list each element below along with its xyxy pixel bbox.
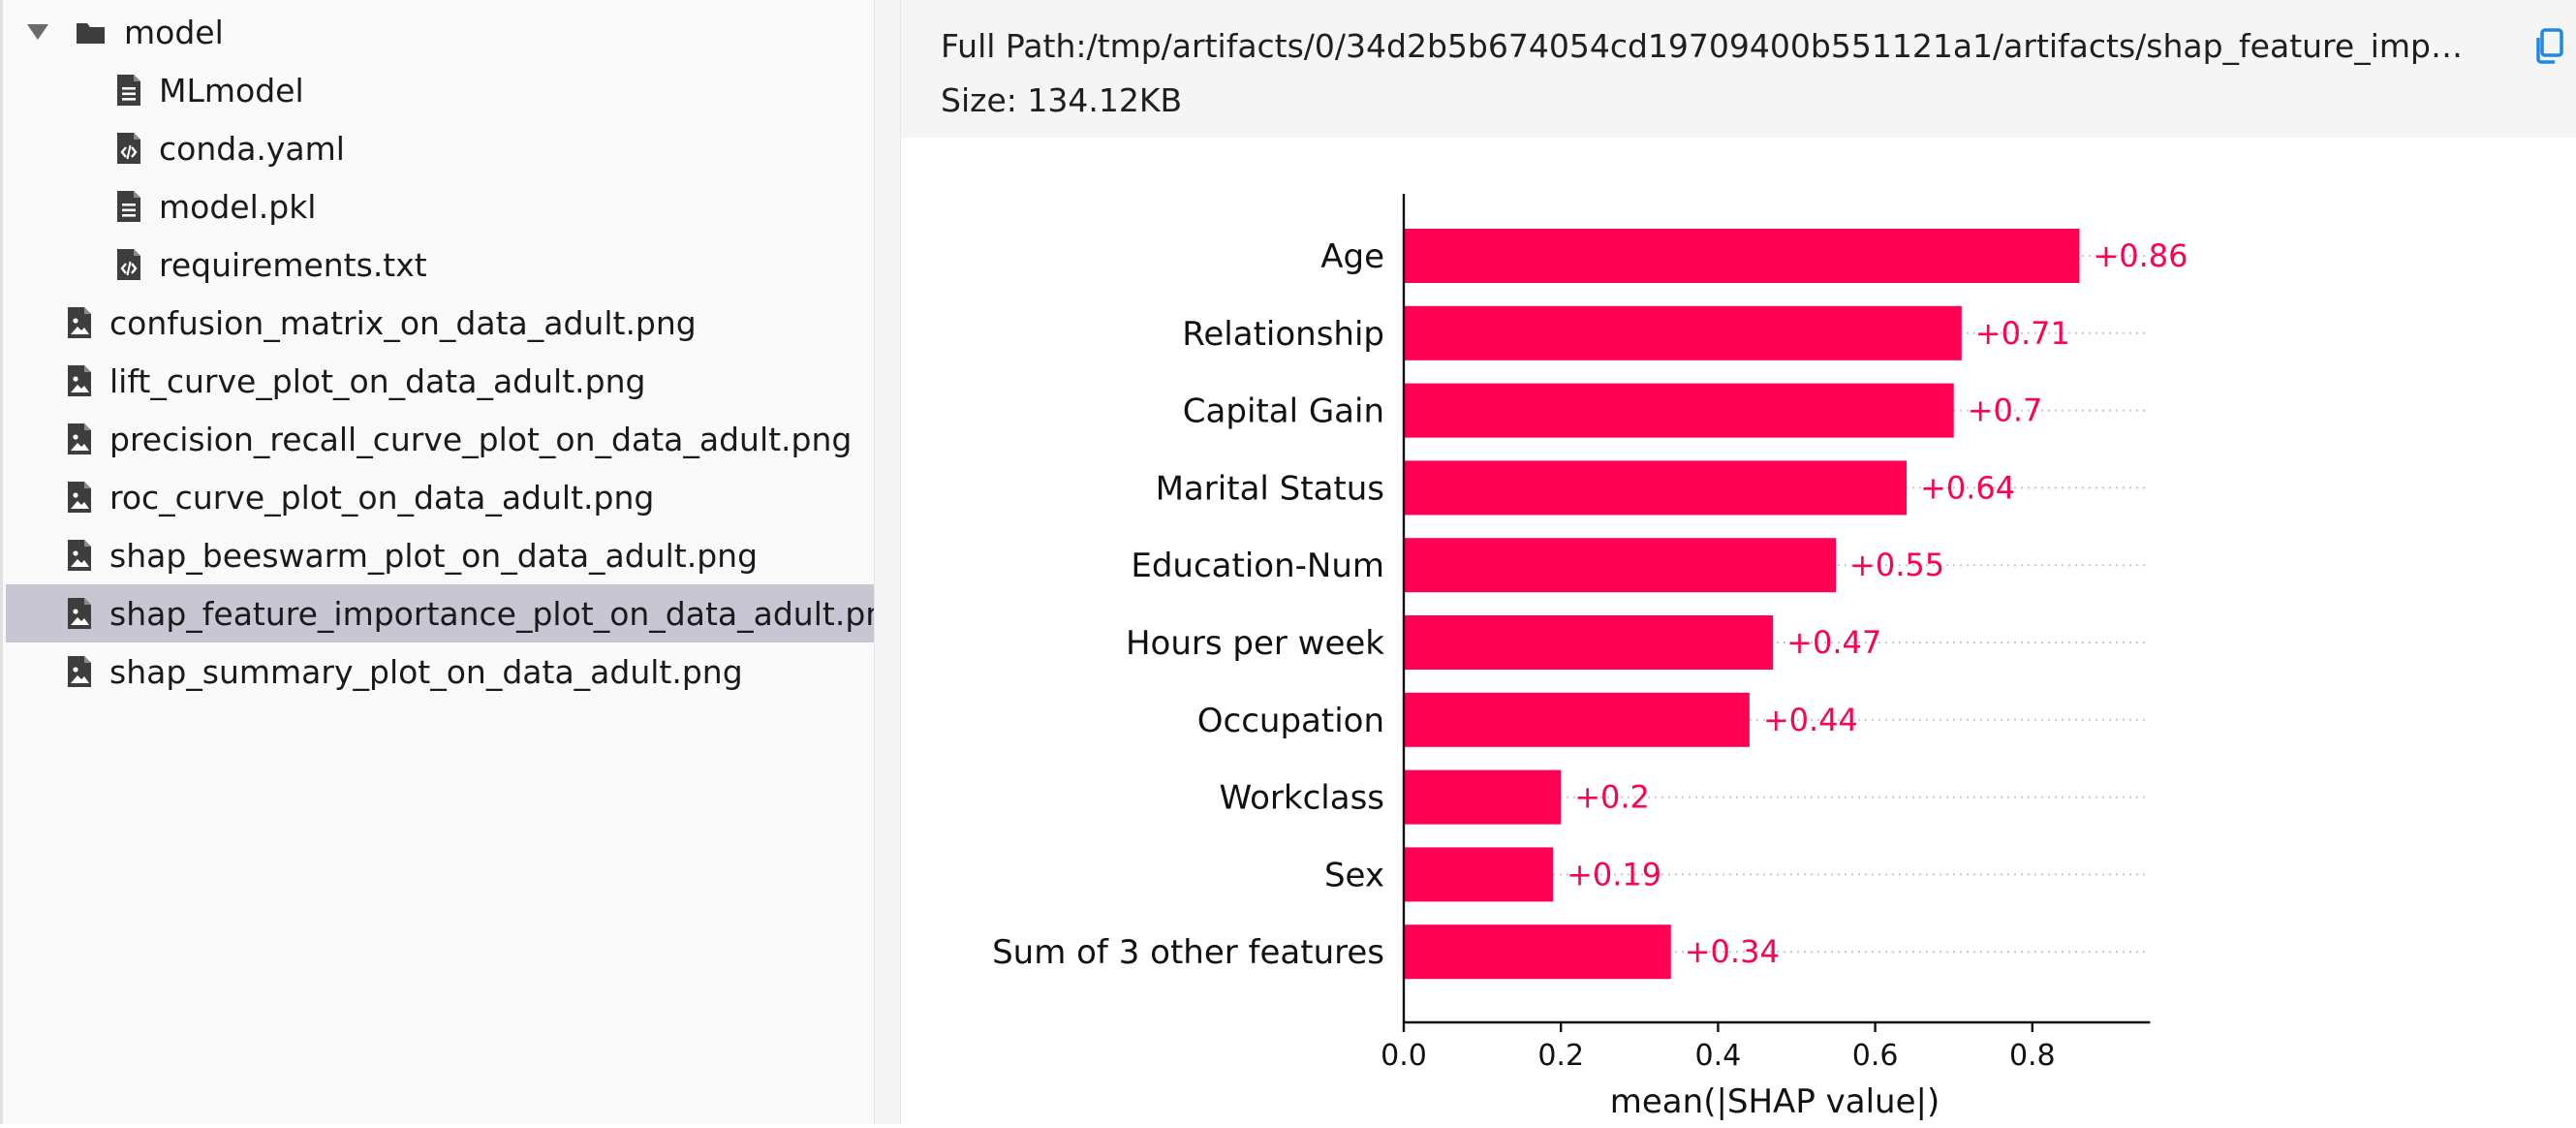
tree-file-item[interactable]: conda.yaml [6,119,877,177]
data-label: +0.86 [2093,237,2188,274]
category-label: Relationship [1182,315,1384,354]
image-file-icon [65,363,94,398]
category-label: Sum of 3 other features [992,933,1384,972]
image-file-icon [65,654,94,689]
tree-item-label: roc_curve_plot_on_data_adult.png [109,478,655,517]
category-label: Capital Gain [1183,392,1384,431]
copy-icon [2536,28,2563,64]
tree-resize-gutter[interactable] [874,0,901,1124]
bar [1404,769,1562,825]
bar [1404,383,1954,438]
artifact-info-header: Full Path:/tmp/artifacts/0/34d2b5b674054… [901,0,2576,138]
bar [1404,305,1962,360]
category-label: Workclass [1220,779,1385,818]
x-tick-label: 0.0 [1381,1039,1427,1073]
tree-item-label: conda.yaml [159,129,345,168]
chevron-down-icon[interactable] [27,24,48,40]
bar [1404,615,1774,670]
data-label: +0.47 [1786,624,1881,661]
image-file-icon [65,480,94,515]
tree-file-item[interactable]: precision_recall_curve_plot_on_data_adul… [6,410,877,468]
tree-file-item[interactable]: shap_beeswarm_plot_on_data_adult.png [6,526,877,584]
x-tick-label: 0.4 [1695,1039,1742,1073]
x-tick-label: 0.8 [2009,1039,2056,1073]
shap-feature-importance-chart: Age +0.86 Relationship +0.71 Capital Gain +0.… [992,194,2188,1121]
tree-item-label: shap_beeswarm_plot_on_data_adult.png [109,536,759,575]
data-label: +0.44 [1763,702,1858,738]
tree-item-label: model.pkl [159,187,317,226]
data-label: +0.34 [1685,933,1780,970]
text-file-icon [114,189,143,224]
artifact-preview-panel: Full Path:/tmp/artifacts/0/34d2b5b674054… [901,0,2576,1124]
code-file-icon [114,247,143,282]
bar [1404,460,1908,516]
category-label: Hours per week [1126,624,1384,663]
tree-item-label: shap_summary_plot_on_data_adult.png [109,652,743,691]
bar [1404,924,1671,980]
data-label: +0.2 [1574,779,1650,816]
copy-path-button[interactable] [2533,27,2568,66]
image-file-icon [65,422,94,456]
data-label: +0.71 [1975,315,2070,352]
tree-item-label: lift_curve_plot_on_data_adult.png [109,361,646,400]
tree-file-item[interactable]: roc_curve_plot_on_data_adult.png [6,468,877,526]
data-label: +0.19 [1567,856,1661,893]
data-label: +0.55 [1849,547,1944,583]
bar [1404,538,1837,593]
bar [1404,847,1554,902]
artifact-image-preview: Age +0.86 Relationship +0.71 Capital Gain +0.… [901,138,2576,1124]
tree-item-label: confusion_matrix_on_data_adult.png [109,303,697,342]
tree-item-label: requirements.txt [159,245,427,284]
category-label: Marital Status [1156,469,1384,508]
tree-item-label: precision_recall_curve_plot_on_data_adul… [109,420,853,458]
text-file-icon [114,73,143,108]
category-label: Age [1320,237,1384,276]
tree-file-item[interactable]: model.pkl [6,177,877,235]
tree-file-item[interactable]: MLmodel [6,61,877,119]
x-tick-label: 0.6 [1852,1039,1899,1073]
artifact-size: Size: 134.12KB [941,81,1183,119]
data-label: +0.7 [1968,392,2043,429]
tree-file-item[interactable]: shap_feature_importance_plot_on_data_adu… [6,584,906,642]
data-label: +0.64 [1920,469,2015,506]
artifact-file-tree: model MLmodel conda.yaml model.pkl requireme… [0,0,906,1124]
x-axis-label: mean(|SHAP value|) [1610,1082,1940,1121]
image-file-icon [65,538,94,573]
tree-folder-model[interactable]: model [6,3,877,61]
folder-icon [72,15,109,49]
category-label: Education-Num [1131,547,1384,585]
image-file-icon [65,596,94,631]
category-label: Sex [1324,856,1384,894]
x-tick-label: 0.2 [1537,1039,1584,1073]
tree-file-item[interactable]: confusion_matrix_on_data_adult.png [6,294,877,352]
bar [1404,229,2080,283]
tree-file-item[interactable]: requirements.txt [6,235,877,294]
category-label: Occupation [1197,702,1384,740]
bar [1404,692,1750,747]
artifact-full-path: Full Path:/tmp/artifacts/0/34d2b5b674054… [941,27,2481,65]
tree-item-label: shap_feature_importance_plot_on_data_adu… [109,594,907,633]
tree-item-label: MLmodel [159,71,304,110]
tree-file-item[interactable]: shap_summary_plot_on_data_adult.png [6,642,877,701]
code-file-icon [114,131,143,166]
tree-file-item[interactable]: lift_curve_plot_on_data_adult.png [6,352,877,410]
image-file-icon [65,305,94,340]
tree-item-label: model [124,13,224,51]
